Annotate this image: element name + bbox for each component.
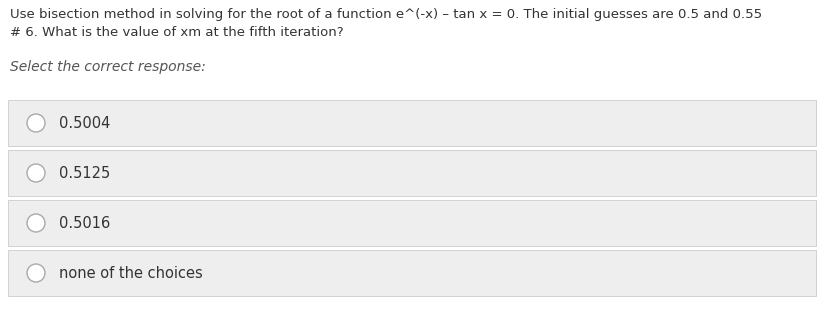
Ellipse shape: [27, 114, 45, 132]
FancyBboxPatch shape: [8, 250, 816, 296]
Text: 0.5016: 0.5016: [59, 215, 110, 230]
Ellipse shape: [27, 214, 45, 232]
Text: # 6. What is the value of xm at the fifth iteration?: # 6. What is the value of xm at the fift…: [10, 26, 344, 39]
FancyBboxPatch shape: [8, 200, 816, 246]
Ellipse shape: [27, 164, 45, 182]
Text: 0.5125: 0.5125: [59, 165, 110, 181]
Text: 0.5004: 0.5004: [59, 116, 110, 131]
Ellipse shape: [27, 264, 45, 282]
Text: none of the choices: none of the choices: [59, 266, 203, 280]
FancyBboxPatch shape: [8, 100, 816, 146]
Text: Select the correct response:: Select the correct response:: [10, 60, 206, 74]
FancyBboxPatch shape: [8, 150, 816, 196]
Text: Use bisection method in solving for the root of a function e^(-x) – tan x = 0. T: Use bisection method in solving for the …: [10, 8, 762, 21]
